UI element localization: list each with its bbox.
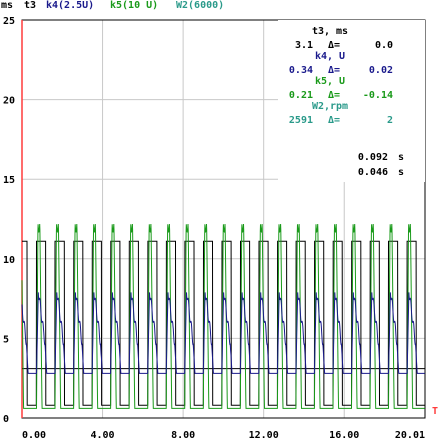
readout-time-unit: s <box>398 152 404 163</box>
y-tick-label: 0 <box>3 414 9 425</box>
y-tick-label: 5 <box>3 334 9 345</box>
readout-time-value: 0.092 <box>358 152 388 163</box>
plot-lines <box>21 223 425 409</box>
readout-label: k5, U <box>315 76 345 87</box>
readout-delta-symbol: Δ= <box>328 90 340 101</box>
readout-time-value: 0.046 <box>358 167 388 178</box>
series-line-1 <box>21 223 425 409</box>
legend-item: t3 <box>24 0 36 11</box>
y-axis-ticks: 0 5 10 15 20 25 <box>3 16 15 425</box>
legend-item: k4(2.5U) <box>46 0 94 11</box>
series-line-2 <box>21 292 425 374</box>
chart-header: ms t3 k4(2.5U) k5(10 U) W2(6000) <box>1 0 224 11</box>
readout-label: t3, ms <box>312 26 348 37</box>
y-tick-label: 20 <box>3 96 15 107</box>
readout-value: 3.1 <box>295 40 313 51</box>
y-tick-label: 15 <box>3 175 15 186</box>
readout-delta-symbol: Δ= <box>328 115 340 126</box>
readout-label: k4, U <box>315 51 345 62</box>
readout-label: W2,rpm <box>312 101 348 112</box>
readout-delta-symbol: Δ= <box>328 40 340 51</box>
x-tick-label: 16.00 <box>329 430 359 441</box>
readout-delta-symbol: Δ= <box>328 65 340 76</box>
x-axis-ticks: 0.00 4.00 8.00 12.00 16.00 20.01 T <box>22 406 438 441</box>
readout-background <box>278 20 425 182</box>
readout-value: 0.21 <box>289 90 313 101</box>
readout-delta: 0.0 <box>375 40 393 51</box>
legend-item: k5(10 U) <box>110 0 158 11</box>
x-tick-label: 20.01 <box>395 430 425 441</box>
y-tick-label: 10 <box>3 255 15 266</box>
readout-delta: 0.02 <box>369 65 393 76</box>
x-tick-label: 8.00 <box>171 430 195 441</box>
y-tick-label: 25 <box>3 16 15 27</box>
y-unit-label: ms <box>1 0 13 11</box>
x-tick-label: 4.00 <box>91 430 115 441</box>
readout-panel: t3, ms 3.1 Δ= 0.0 k4, U0.34 Δ= 0.02 k5, U0.21 Δ=… <box>278 20 425 182</box>
legend-item: W2(6000) <box>176 0 224 11</box>
readout-delta: -0.14 <box>363 90 393 101</box>
x-tick-label: 0.00 <box>22 430 46 441</box>
readout-value: 2591 <box>289 115 313 126</box>
x-axis-end-label: T <box>432 406 438 417</box>
x-tick-label: 12.00 <box>249 430 279 441</box>
readout-value: 0.34 <box>289 65 313 76</box>
readout-time-unit: s <box>398 167 404 178</box>
readout-delta: 2 <box>387 115 393 126</box>
